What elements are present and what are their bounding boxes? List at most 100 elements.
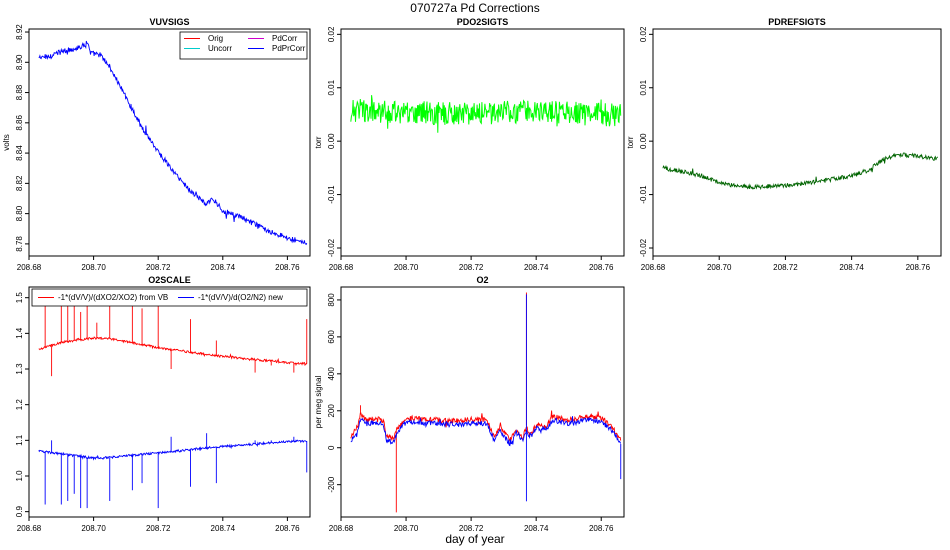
legend-box (31, 288, 308, 307)
series-line (350, 416, 622, 447)
plot-area (38, 40, 308, 246)
y-tick-label: 0.01 (639, 79, 648, 95)
y-tick-label: -0.02 (327, 238, 336, 257)
series-line (350, 95, 622, 133)
x-tick-label: 208.72 (773, 263, 798, 272)
legend-box (179, 31, 308, 60)
x-tick-label: 208.68 (329, 524, 354, 533)
y-tick-label: 0.9 (15, 506, 24, 518)
y-tick-label: 8.92 (15, 24, 24, 40)
plot-area (38, 290, 308, 509)
y-tick-label: 8.78 (15, 236, 24, 252)
x-tick-label: 208.74 (839, 263, 864, 272)
x-tick-label: 208.72 (146, 524, 171, 533)
legend-label: Uncorr (208, 44, 232, 53)
x-tick-label: 208.70 (394, 263, 419, 272)
panel-title: O2SCALE (148, 275, 191, 285)
y-tick-label: 8.80 (15, 205, 24, 221)
legend-label: PdPrCorr (272, 44, 306, 53)
figure-title: 070727a Pd Corrections (410, 1, 539, 15)
y-tick-label: 1.2 (15, 399, 24, 411)
y-tick-label: 8.90 (15, 54, 24, 70)
y-axis-label: per meg signal (314, 376, 323, 429)
x-tick-label: 208.70 (394, 524, 419, 533)
y-tick-label: 0.00 (639, 133, 648, 149)
y-tick-label: -200 (327, 476, 336, 493)
x-tick-label: 208.72 (459, 263, 484, 272)
x-tick-label: 208.70 (81, 263, 106, 272)
series-line (38, 336, 308, 367)
y-tick-label: 200 (327, 404, 336, 418)
y-tick-label: -0.02 (639, 238, 648, 257)
x-tick-label: 208.70 (707, 263, 732, 272)
y-tick-label: 1.4 (15, 327, 24, 339)
y-tick-label: 0.00 (327, 133, 336, 149)
y-tick-label: 0 (327, 445, 336, 450)
panel-pdrefsigts: 208.68 208.70 208.72 208.74 208.76 -0.02 -0.01… (626, 17, 942, 272)
x-tick-label: 208.74 (211, 263, 236, 272)
y-tick-label: 8.88 (15, 84, 24, 100)
y-tick-label: 8.84 (15, 145, 24, 161)
y-tick-label: -0.01 (639, 185, 648, 204)
x-tick-label: 208.68 (329, 263, 354, 272)
legend-label: -1*(dV/V)/(dXO2/XO2) from VB (58, 293, 168, 302)
x-tick-label: 208.68 (641, 263, 666, 272)
y-tick-label: 0.01 (327, 79, 336, 95)
y-tick-label: 600 (327, 330, 336, 344)
plot-area (350, 292, 622, 513)
y-tick-label: 8.86 (15, 114, 24, 130)
figure-xlabel: day of year (445, 532, 504, 546)
legend-label: Orig (208, 34, 223, 43)
y-tick-label: 0.02 (639, 26, 648, 42)
x-tick-label: 208.74 (524, 524, 549, 533)
panel-vuvsigs: 208.68 208.70 208.72 208.74 208.76 8.78 8.80 8.… (2, 17, 311, 272)
panel-title: O2 (476, 275, 488, 285)
plot-frame (340, 286, 625, 518)
series-line (662, 152, 939, 191)
panel-title: PDO2SIGTS (457, 17, 509, 27)
panel-title: VUVSIGS (149, 17, 189, 27)
legend-label: PdCorr (272, 34, 298, 43)
legend: -1*(dV/V)/(dXO2/XO2) from VB -1*(dV/V)/d(… (31, 288, 308, 307)
x-tick-label: 208.72 (459, 524, 484, 533)
y-tick-label: 1.0 (15, 470, 24, 482)
x-tick-label: 208.70 (81, 524, 106, 533)
y-axis-label: torr (626, 136, 635, 148)
panel-pdo2sigts: 208.68 208.70 208.72 208.74 208.76 -0.02 -0.01… (314, 17, 625, 272)
y-tick-label: 1.5 (15, 292, 24, 304)
x-tick-label: 208.68 (17, 524, 42, 533)
y-tick-label: 800 (327, 293, 336, 307)
plot-area (662, 152, 939, 191)
y-tick-label: 1.3 (15, 363, 24, 375)
series-line (38, 439, 308, 461)
y-tick-label: 400 (327, 367, 336, 381)
plot-frame (28, 28, 311, 257)
y-axis-label: torr (314, 136, 323, 148)
panel-o2scale: 208.68 208.70 208.72 208.74 208.76 0.9 1.0 1.1 1… (15, 275, 311, 533)
plot-frame (340, 28, 625, 257)
panel-o2: 208.68 208.70 208.72 208.74 208.76 -200 0 200 40… (314, 275, 625, 533)
x-tick-label: 208.76 (275, 263, 300, 272)
x-tick-label: 208.68 (17, 263, 42, 272)
x-tick-label: 208.76 (275, 524, 300, 533)
panel-title: PDREFSIGTS (768, 17, 826, 27)
x-tick-label: 208.74 (524, 263, 549, 272)
legend: Orig PdCorr Uncorr PdPrCorr (179, 31, 308, 60)
x-tick-label: 208.74 (211, 524, 236, 533)
y-tick-label: -0.01 (327, 185, 336, 204)
x-tick-label: 208.76 (589, 524, 614, 533)
y-tick-label: 8.82 (15, 175, 24, 191)
plot-frame (652, 28, 942, 257)
legend-label: -1*(dV/V)/d(O2/N2) new (198, 293, 283, 302)
y-axis-label: volts (2, 134, 11, 150)
plot-area (350, 95, 622, 133)
x-tick-label: 208.76 (906, 263, 931, 272)
series-line (38, 40, 308, 246)
series-line (350, 410, 622, 442)
x-tick-label: 208.76 (589, 263, 614, 272)
plot-frame (28, 286, 311, 518)
y-tick-label: 0.02 (327, 26, 336, 42)
y-tick-label: 1.1 (15, 434, 24, 446)
x-tick-label: 208.72 (146, 263, 171, 272)
